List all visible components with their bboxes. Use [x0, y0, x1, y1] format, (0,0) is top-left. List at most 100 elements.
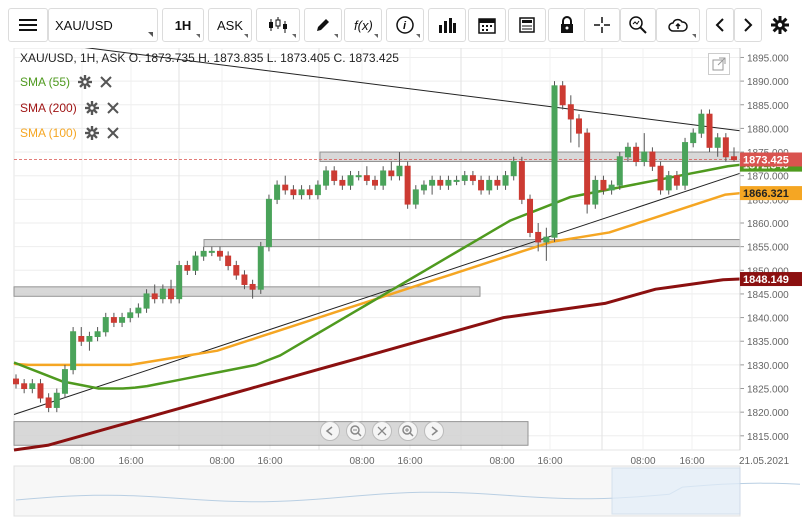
cloud-upload-icon: [668, 18, 688, 32]
candle-body: [45, 397, 52, 408]
expand-chart-button[interactable]: [708, 53, 730, 75]
menu-button[interactable]: [8, 8, 48, 42]
candle-body: [624, 146, 631, 158]
candle-body: [372, 179, 378, 186]
x-tick-label: 16:00: [397, 456, 422, 467]
candle-body: [567, 104, 574, 120]
candle: [437, 175, 444, 190]
candle-body: [665, 175, 672, 191]
menu-icon: [19, 19, 37, 31]
candle-body: [412, 189, 419, 205]
candle-body: [331, 170, 338, 181]
sma200-settings-gear-icon[interactable]: [84, 101, 99, 115]
candle: [265, 194, 272, 252]
candle: [298, 185, 305, 200]
candle: [347, 170, 354, 190]
candle-body: [282, 184, 289, 191]
timeframe-button[interactable]: 1H: [162, 8, 204, 42]
candle-body: [380, 170, 387, 186]
toolbar: XAU/USD 1H ASK f(x) i: [0, 0, 805, 50]
calendar-button[interactable]: [468, 8, 506, 42]
candle: [176, 260, 183, 304]
sma100-settings-gear-icon[interactable]: [84, 126, 99, 140]
sma100-remove-close-icon[interactable]: [106, 127, 119, 139]
candle-body: [102, 317, 109, 333]
candle-body: [265, 198, 272, 248]
y-tick-label: 1885.000: [747, 101, 789, 112]
sma55-settings-gear-icon[interactable]: [78, 75, 93, 89]
candle: [518, 156, 525, 205]
candle-body: [159, 288, 166, 300]
candle: [29, 379, 36, 394]
candle-body: [543, 236, 550, 243]
sma55-remove-close-icon[interactable]: [100, 76, 112, 88]
draw-pencil-icon: [317, 19, 329, 31]
candle-body: [216, 250, 223, 257]
candle: [567, 95, 574, 143]
candle-body: [649, 151, 656, 167]
indicators-button[interactable]: f(x): [344, 8, 382, 42]
symbol-selector[interactable]: XAU/USD: [48, 8, 158, 42]
sma200-remove-close-icon[interactable]: [106, 102, 119, 114]
scroll-right-button[interactable]: [734, 8, 762, 42]
candle: [584, 128, 591, 214]
price-side-button[interactable]: ASK: [208, 8, 252, 42]
pan-right-button[interactable]: [424, 421, 444, 441]
news-button[interactable]: [508, 8, 546, 42]
draw-button[interactable]: [304, 8, 342, 42]
candle-body: [176, 265, 183, 300]
candle: [420, 180, 427, 195]
candle: [323, 166, 330, 190]
candle-body: [37, 383, 44, 399]
lock-button[interactable]: [548, 8, 586, 42]
candle: [453, 175, 460, 186]
settings-button[interactable]: [764, 8, 796, 42]
y-tick-label: 1865.000: [747, 195, 789, 206]
zoom-in-button[interactable]: [398, 421, 418, 441]
sma200-tag-bg: [740, 272, 802, 287]
candle-body: [306, 189, 313, 196]
candle: [396, 152, 403, 181]
candle: [53, 388, 60, 413]
candle-body: [461, 175, 468, 181]
candle: [633, 142, 640, 167]
candle: [502, 170, 509, 190]
candle-body: [249, 283, 256, 290]
candle-body: [143, 293, 150, 309]
reset-view-button[interactable]: [372, 421, 392, 441]
candle-body: [61, 369, 68, 394]
volume-button[interactable]: [428, 8, 466, 42]
info-button[interactable]: i: [386, 8, 424, 42]
x-tick-label: 08:00: [349, 456, 374, 467]
upload-button[interactable]: [656, 8, 700, 42]
candle: [192, 251, 199, 276]
scroll-left-button[interactable]: [706, 8, 734, 42]
x-tick-label: 16:00: [118, 456, 143, 467]
candle: [624, 142, 631, 162]
candle: [527, 194, 534, 238]
candle: [510, 156, 517, 181]
zoom-out-button[interactable]: [346, 421, 366, 441]
candle-body: [518, 161, 525, 200]
zoom-button[interactable]: [620, 8, 656, 42]
pan-left-button[interactable]: [320, 421, 340, 441]
y-tick-label: 1820.000: [747, 408, 789, 419]
crosshair-button[interactable]: [584, 8, 620, 42]
candle-body: [690, 132, 697, 144]
candle: [608, 180, 615, 195]
navigator-window: [611, 467, 741, 515]
bar-chart-icon: [439, 18, 456, 33]
candle-body: [600, 179, 607, 191]
svg-text:f(x): f(x): [354, 18, 373, 33]
candle: [673, 170, 680, 190]
sma100-tag: 1866.321: [740, 186, 802, 201]
candle-body: [151, 293, 158, 300]
price-chart[interactable]: 1895.0001890.0001885.0001880.0001875.000…: [0, 48, 805, 520]
chart-type-button[interactable]: [256, 8, 300, 42]
candle-body: [633, 146, 640, 163]
candle-body: [559, 85, 566, 106]
candle-body: [388, 170, 395, 177]
candle-body: [257, 246, 264, 290]
y-tick-label: 1860.000: [747, 219, 789, 230]
y-tick-label: 1845.000: [747, 290, 789, 301]
